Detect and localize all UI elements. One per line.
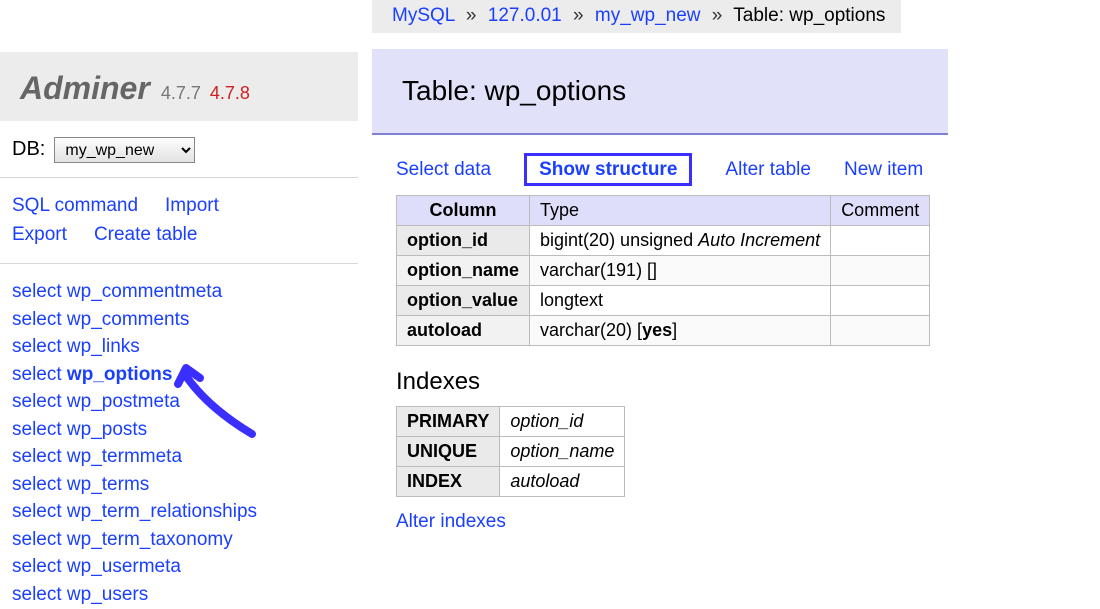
table-row: autoloadvarchar(20) [yes] — [397, 316, 930, 346]
col-header-column: Column — [397, 196, 530, 226]
breadcrumb-host[interactable]: 127.0.01 — [488, 5, 562, 26]
table-link-wp_options[interactable]: select wp_options — [12, 361, 358, 389]
app-version: 4.7.7 — [161, 83, 201, 103]
page-title-bar: Table: wp_options — [372, 49, 948, 135]
app-new-version-link[interactable]: 4.7.8 — [210, 83, 250, 103]
col-header-type: Type — [530, 196, 831, 226]
alter-indexes-link[interactable]: Alter indexes — [396, 511, 1100, 533]
breadcrumb-driver[interactable]: MySQL — [392, 5, 455, 26]
breadcrumb: MySQL » 127.0.01 » my_wp_new » Table: wp… — [372, 0, 901, 33]
table-row: option_idbigint(20) unsigned Auto Increm… — [397, 226, 930, 256]
breadcrumb-database[interactable]: my_wp_new — [595, 5, 701, 26]
table-link-wp_term_taxonomy[interactable]: select wp_term_taxonomy — [12, 526, 358, 554]
table-link-wp_term_relationships[interactable]: select wp_term_relationships — [12, 498, 358, 526]
tab-show-structure[interactable]: Show structure — [524, 153, 692, 186]
tables-list: select wp_commentmetaselect wp_commentss… — [0, 264, 358, 609]
table-link-wp_users[interactable]: select wp_users — [12, 581, 358, 609]
import-link[interactable]: Import — [165, 192, 219, 221]
table-link-wp_posts[interactable]: select wp_posts — [12, 416, 358, 444]
table-link-wp_usermeta[interactable]: select wp_usermeta — [12, 553, 358, 581]
table-row: PRIMARYoption_id — [397, 407, 625, 437]
tabs: Select data Show structure Alter table N… — [372, 135, 1100, 195]
tab-select-data[interactable]: Select data — [396, 159, 491, 180]
columns-table: Column Type Comment option_idbigint(20) … — [396, 195, 930, 346]
logo-box: Adminer 4.7.7 4.7.8 — [0, 52, 358, 121]
indexes-heading: Indexes — [396, 368, 1100, 396]
table-link-wp_commentmeta[interactable]: select wp_commentmeta — [12, 278, 358, 306]
page-title: Table: wp_options — [402, 75, 948, 107]
table-link-wp_termmeta[interactable]: select wp_termmeta — [12, 443, 358, 471]
table-row: option_namevarchar(191) [] — [397, 256, 930, 286]
create-table-link[interactable]: Create table — [94, 221, 198, 250]
db-selector-row: DB: my_wp_new — [0, 121, 358, 178]
sql-command-link[interactable]: SQL command — [12, 192, 138, 221]
tab-new-item[interactable]: New item — [844, 159, 923, 180]
sidebar-commands: SQL command Import Export Create table — [0, 178, 358, 264]
db-select[interactable]: my_wp_new — [54, 137, 195, 163]
table-link-wp_terms[interactable]: select wp_terms — [12, 471, 358, 499]
export-link[interactable]: Export — [12, 221, 67, 250]
indexes-table: PRIMARYoption_idUNIQUEoption_nameINDEXau… — [396, 406, 625, 497]
table-link-wp_links[interactable]: select wp_links — [12, 333, 358, 361]
table-row: option_valuelongtext — [397, 286, 930, 316]
table-link-wp_comments[interactable]: select wp_comments — [12, 306, 358, 334]
table-row: INDEXautoload — [397, 467, 625, 497]
app-name: Adminer — [20, 70, 150, 106]
db-label: DB: — [12, 138, 45, 160]
tab-alter-table[interactable]: Alter table — [725, 159, 811, 180]
table-link-wp_postmeta[interactable]: select wp_postmeta — [12, 388, 358, 416]
table-row: UNIQUEoption_name — [397, 437, 625, 467]
col-header-comment: Comment — [831, 196, 930, 226]
